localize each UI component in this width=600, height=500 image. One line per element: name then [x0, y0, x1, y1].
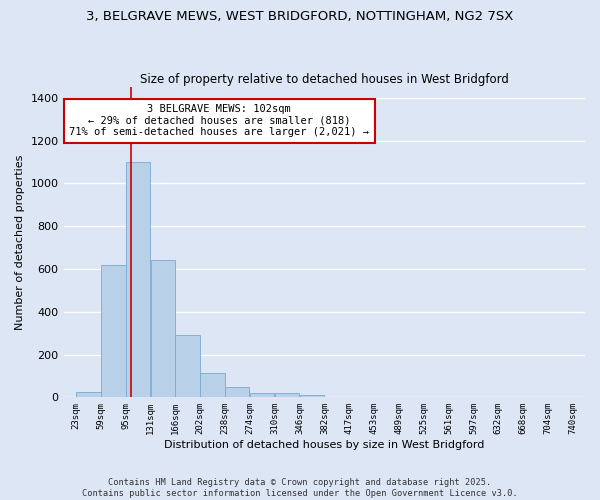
Bar [300, 394, 324, 398]
Bar [151, 260, 175, 398]
Title: Size of property relative to detached houses in West Bridgford: Size of property relative to detached ho… [140, 73, 509, 86]
Bar [76, 392, 101, 398]
Y-axis label: Number of detached properties: Number of detached properties [15, 154, 25, 330]
Bar [250, 393, 274, 398]
Bar [225, 388, 250, 398]
Text: Contains HM Land Registry data © Crown copyright and database right 2025.
Contai: Contains HM Land Registry data © Crown c… [82, 478, 518, 498]
Bar [200, 372, 224, 398]
Text: 3 BELGRAVE MEWS: 102sqm
← 29% of detached houses are smaller (818)
71% of semi-d: 3 BELGRAVE MEWS: 102sqm ← 29% of detache… [70, 104, 370, 138]
Bar [275, 394, 299, 398]
Bar [101, 264, 125, 398]
Text: 3, BELGRAVE MEWS, WEST BRIDGFORD, NOTTINGHAM, NG2 7SX: 3, BELGRAVE MEWS, WEST BRIDGFORD, NOTTIN… [86, 10, 514, 23]
X-axis label: Distribution of detached houses by size in West Bridgford: Distribution of detached houses by size … [164, 440, 484, 450]
Bar [175, 336, 200, 398]
Bar [126, 162, 151, 398]
